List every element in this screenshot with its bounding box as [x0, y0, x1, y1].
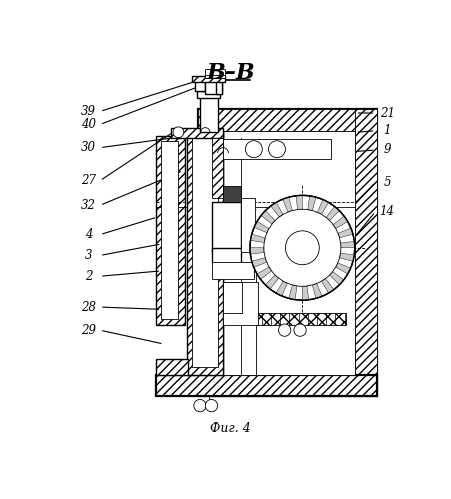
- Polygon shape: [198, 375, 377, 396]
- Polygon shape: [198, 109, 212, 396]
- Wedge shape: [271, 203, 283, 217]
- Circle shape: [285, 231, 319, 264]
- Polygon shape: [187, 132, 223, 375]
- Polygon shape: [212, 261, 254, 278]
- Wedge shape: [261, 211, 275, 224]
- Polygon shape: [200, 94, 218, 132]
- Text: 32: 32: [81, 199, 96, 212]
- Text: 40: 40: [81, 118, 96, 131]
- Text: 3: 3: [84, 249, 92, 262]
- Wedge shape: [333, 216, 348, 229]
- Circle shape: [294, 324, 306, 336]
- Polygon shape: [171, 128, 223, 138]
- Polygon shape: [212, 202, 241, 251]
- Polygon shape: [192, 138, 218, 367]
- Wedge shape: [276, 281, 287, 296]
- Polygon shape: [161, 141, 179, 319]
- Polygon shape: [205, 69, 226, 78]
- Wedge shape: [326, 207, 340, 221]
- Wedge shape: [322, 278, 334, 293]
- Wedge shape: [250, 234, 265, 243]
- Wedge shape: [289, 285, 297, 299]
- Wedge shape: [330, 271, 344, 285]
- Polygon shape: [223, 139, 331, 159]
- Wedge shape: [257, 267, 272, 279]
- Circle shape: [245, 141, 262, 158]
- Wedge shape: [318, 200, 328, 215]
- Text: В–В: В–В: [207, 62, 255, 84]
- Polygon shape: [223, 282, 242, 313]
- Circle shape: [264, 209, 341, 286]
- Text: 1: 1: [383, 124, 391, 137]
- Circle shape: [250, 196, 355, 300]
- Polygon shape: [212, 248, 241, 263]
- Text: 2: 2: [84, 270, 92, 283]
- Wedge shape: [254, 222, 269, 233]
- Text: 27: 27: [81, 174, 96, 187]
- Text: 30: 30: [81, 141, 96, 154]
- Text: 9: 9: [383, 144, 391, 157]
- Polygon shape: [156, 359, 189, 375]
- Polygon shape: [355, 109, 377, 396]
- Polygon shape: [156, 136, 184, 325]
- Polygon shape: [212, 138, 223, 198]
- Wedge shape: [265, 275, 279, 289]
- Text: 21: 21: [380, 106, 395, 119]
- Wedge shape: [341, 242, 355, 248]
- Circle shape: [205, 400, 218, 412]
- Wedge shape: [252, 257, 267, 267]
- Wedge shape: [250, 248, 264, 254]
- Wedge shape: [296, 196, 302, 210]
- Polygon shape: [205, 78, 222, 94]
- Wedge shape: [308, 196, 316, 211]
- Polygon shape: [197, 91, 220, 98]
- Polygon shape: [205, 74, 226, 78]
- Text: 28: 28: [81, 300, 96, 313]
- Polygon shape: [255, 313, 346, 325]
- Wedge shape: [336, 263, 350, 274]
- Wedge shape: [283, 197, 292, 212]
- Circle shape: [194, 400, 206, 412]
- Polygon shape: [223, 282, 258, 325]
- Wedge shape: [340, 253, 354, 261]
- Wedge shape: [313, 283, 322, 298]
- Text: Фиг. 4: Фиг. 4: [210, 422, 251, 435]
- Polygon shape: [216, 72, 222, 94]
- Text: 4: 4: [84, 228, 92, 241]
- Polygon shape: [241, 198, 255, 251]
- Circle shape: [173, 127, 184, 138]
- Polygon shape: [198, 109, 377, 396]
- Text: 29: 29: [81, 324, 96, 337]
- Polygon shape: [198, 109, 377, 131]
- Text: 39: 39: [81, 105, 96, 118]
- Text: 14: 14: [380, 205, 395, 218]
- Text: 5: 5: [383, 176, 391, 189]
- Circle shape: [278, 324, 291, 336]
- Polygon shape: [192, 76, 226, 82]
- Wedge shape: [302, 286, 309, 300]
- Polygon shape: [194, 79, 205, 91]
- Polygon shape: [156, 375, 377, 396]
- Wedge shape: [338, 228, 353, 238]
- Circle shape: [268, 141, 285, 158]
- Polygon shape: [223, 186, 241, 202]
- Polygon shape: [212, 131, 355, 375]
